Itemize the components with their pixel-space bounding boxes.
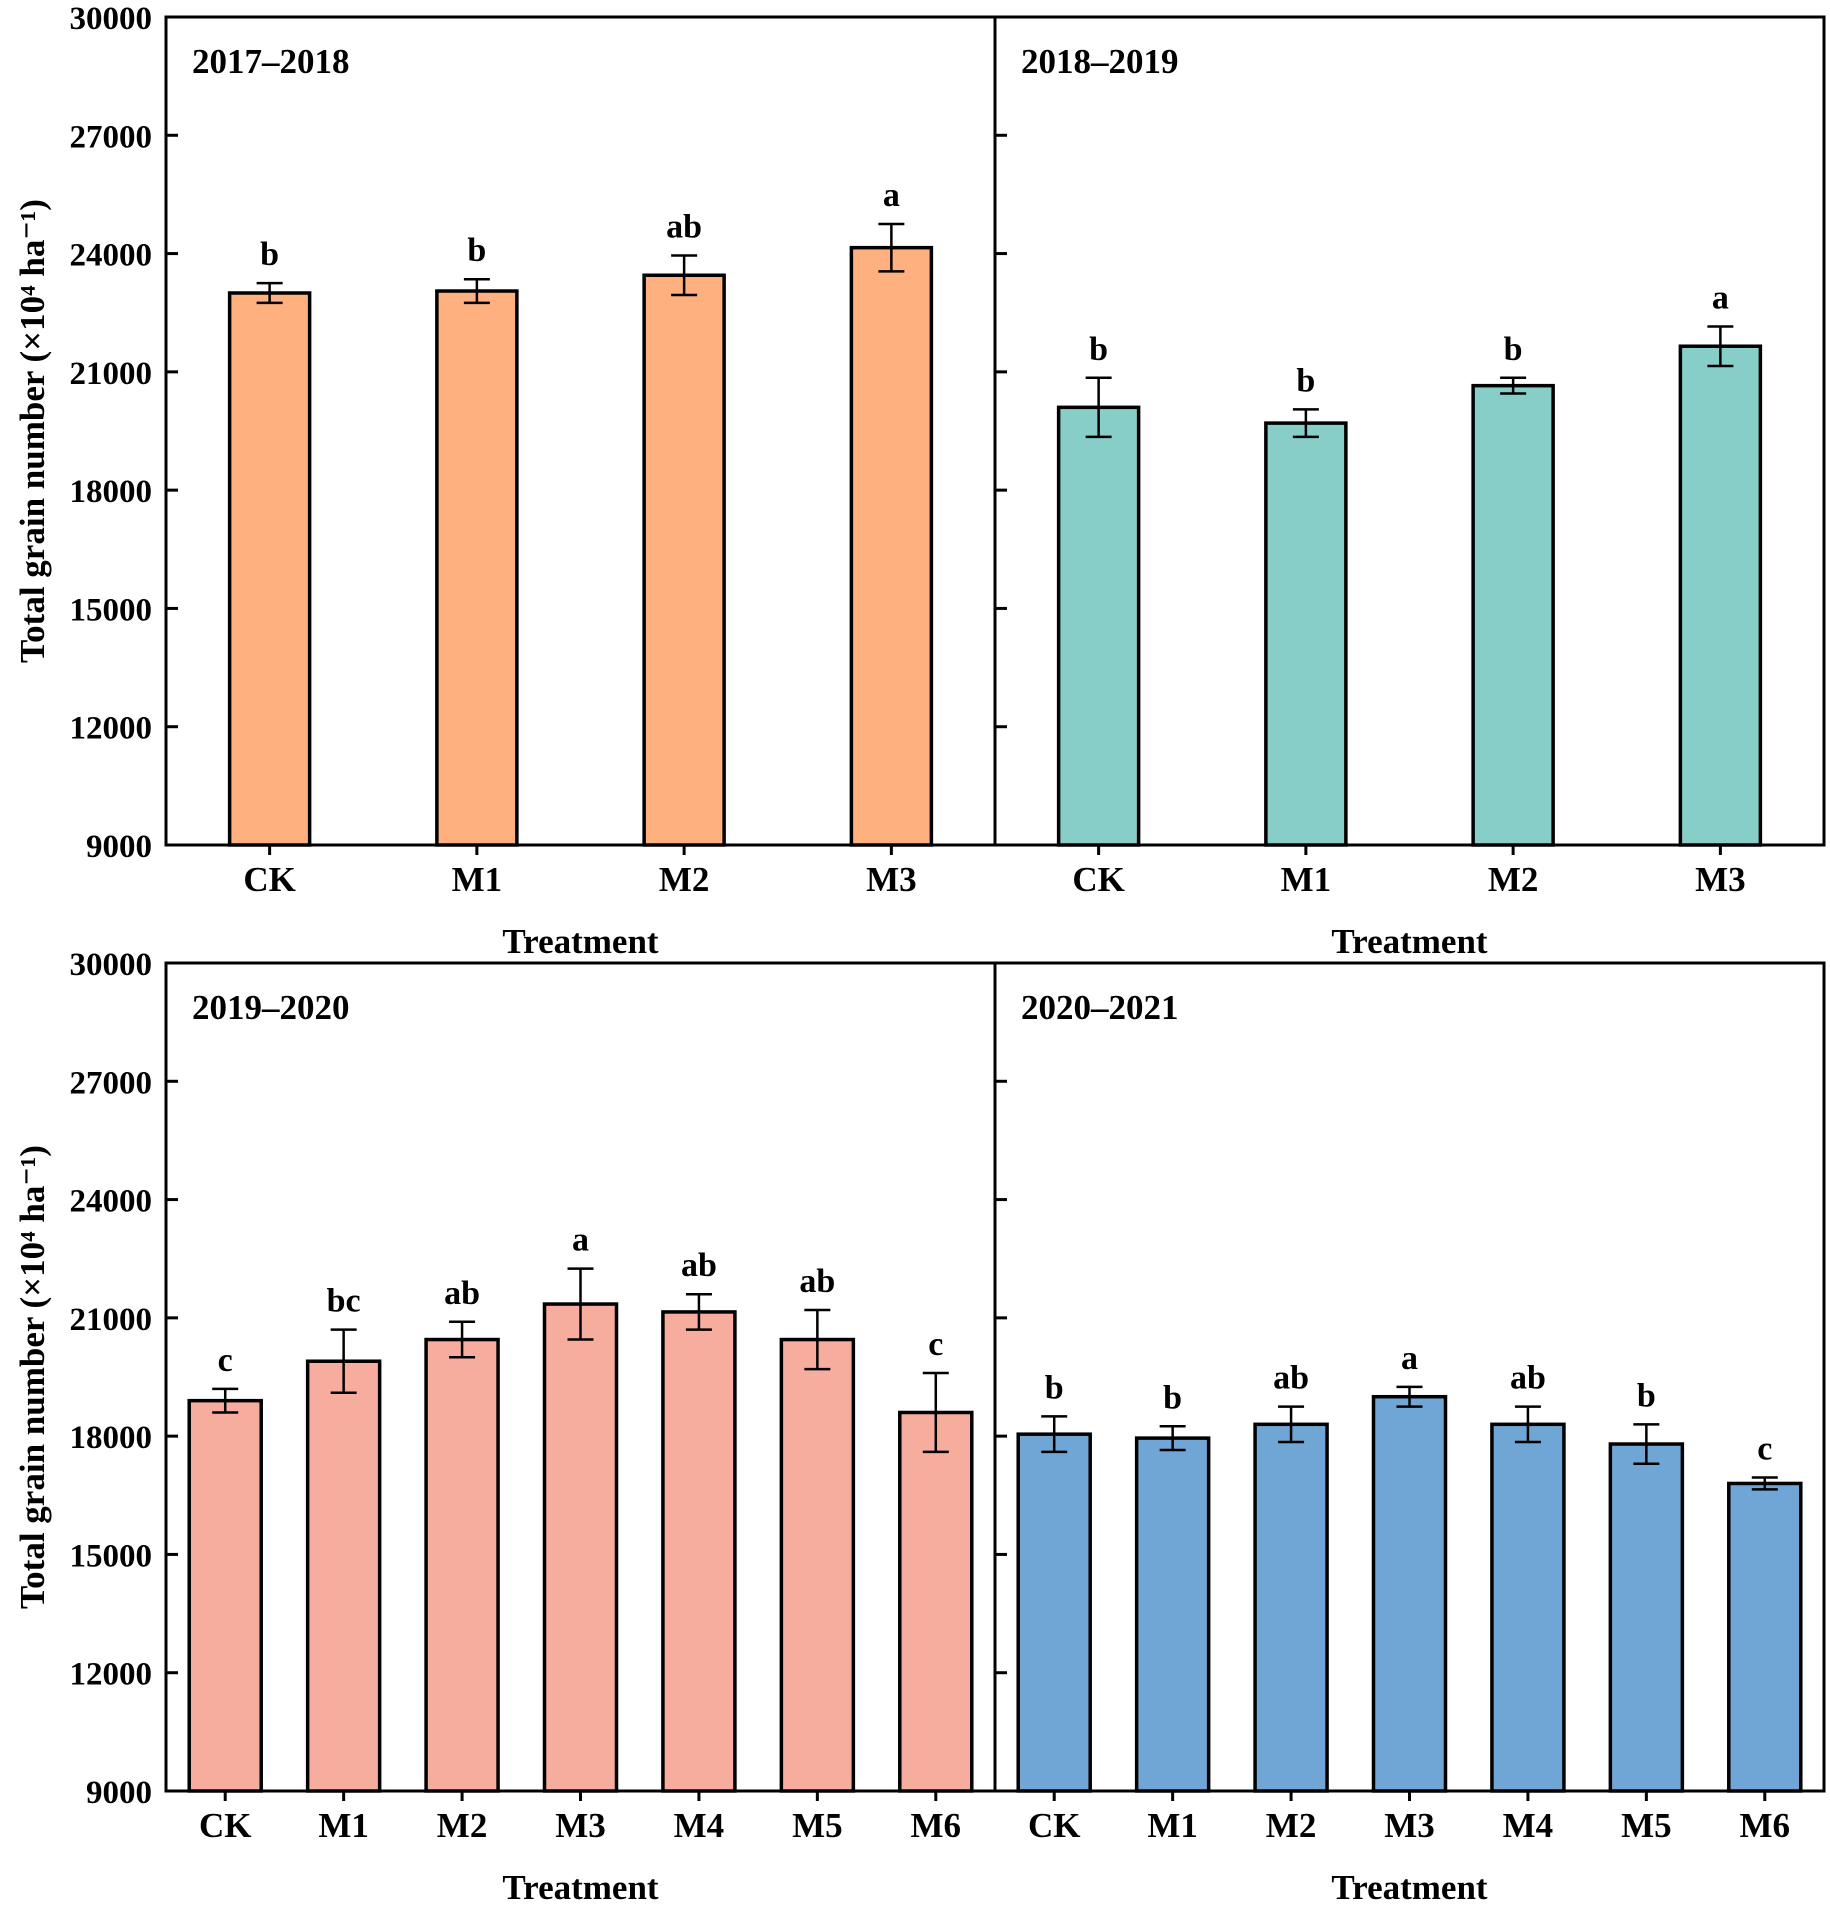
panel-2017–2018: 30000 27000 24000 21000 18000 15000 12000 9000 T… — [13, 1, 997, 961]
plot-frame — [993, 15, 1826, 847]
significance-letter-M2: ab — [444, 1275, 480, 1312]
x-tick-label-M2: M2 — [437, 1806, 488, 1845]
x-tick-label-M4: M4 — [1503, 1806, 1554, 1845]
x-tick-label-M3: M3 — [555, 1806, 606, 1845]
x-tick-label-M3: M3 — [866, 860, 917, 899]
bar-M5 — [779, 1337, 856, 1793]
y-axis-title: Total grain number (×10⁴ ha⁻¹) — [13, 1145, 52, 1609]
bar-M3 — [849, 245, 934, 847]
y-tick-label: 24000 — [70, 238, 153, 274]
significance-letter-M4: ab — [1510, 1360, 1546, 1397]
significance-letter-M3: a — [1401, 1340, 1418, 1377]
x-tick-label-M3: M3 — [1695, 860, 1746, 899]
x-tick-label-CK: CK — [1072, 860, 1125, 899]
y-tick-label: 30000 — [70, 1, 153, 37]
y-tick-label: 12000 — [70, 1657, 153, 1693]
bar-M6 — [1727, 1481, 1803, 1793]
significance-letter-CK: b — [1045, 1369, 1064, 1406]
y-tick-label: 18000 — [70, 1420, 153, 1456]
x-tick-label-CK: CK — [243, 860, 296, 899]
bar-M1 — [1264, 421, 1348, 847]
significance-letter-M3: a — [572, 1222, 589, 1259]
y-tick-label: 12000 — [70, 711, 153, 747]
y-tick-label: 21000 — [70, 1302, 153, 1338]
y-tick-label: 15000 — [70, 592, 153, 628]
x-axis-title: Treatment — [1331, 922, 1487, 961]
significance-letter-M3: a — [1712, 280, 1729, 317]
bar-CK — [1056, 405, 1141, 847]
significance-letter-M1: b — [1163, 1379, 1182, 1416]
y-axis-title: Total grain number (×10⁴ ha⁻¹) — [13, 199, 52, 663]
bar-CK — [227, 291, 312, 847]
x-axis-title: Treatment — [502, 1868, 658, 1902]
y-tick-label: 18000 — [70, 474, 153, 510]
y-tick-label: 21000 — [70, 356, 153, 392]
significance-letter-M2: ab — [666, 209, 702, 246]
x-tick-label-M5: M5 — [1621, 1806, 1672, 1845]
panel-title: 2018–2019 — [1021, 42, 1179, 81]
significance-letter-M6: c — [1757, 1431, 1772, 1468]
bar-M2 — [1471, 383, 1555, 847]
x-axis-title: Treatment — [502, 922, 658, 961]
y-tick-label: 9000 — [86, 1775, 152, 1811]
bar-M1 — [305, 1359, 382, 1793]
x-tick-label-M4: M4 — [674, 1806, 725, 1845]
x-tick-label-M2: M2 — [659, 860, 710, 899]
x-tick-label-M6: M6 — [911, 1806, 962, 1845]
significance-letter-M2: b — [1504, 331, 1523, 368]
bar-M3 — [1678, 344, 1763, 847]
significance-letter-M1: b — [1296, 362, 1315, 399]
x-tick-label-M1: M1 — [452, 860, 503, 899]
bar-M4 — [661, 1310, 737, 1793]
y-tick-label: 15000 — [70, 1538, 153, 1574]
significance-letter-CK: b — [260, 236, 279, 273]
x-tick-label-CK: CK — [1028, 1806, 1081, 1845]
x-tick-label-M5: M5 — [792, 1806, 843, 1845]
x-tick-label-M1: M1 — [1281, 860, 1332, 899]
x-tick-label-M2: M2 — [1488, 860, 1539, 899]
bar-M3 — [1371, 1394, 1448, 1793]
bar-M1 — [1134, 1436, 1211, 1793]
panel-title: 2017–2018 — [192, 42, 350, 81]
bar-M5 — [1608, 1442, 1685, 1793]
significance-letter-CK: c — [218, 1342, 233, 1379]
bar-M4 — [1490, 1422, 1566, 1793]
bar-M3 — [542, 1302, 619, 1793]
panel-title: 2019–2020 — [192, 988, 350, 1027]
x-tick-label-CK: CK — [199, 1806, 252, 1845]
x-tick-label-M1: M1 — [1147, 1806, 1198, 1845]
significance-letter-M6: c — [928, 1326, 943, 1363]
y-tick-label: 27000 — [70, 119, 153, 155]
y-tick-label: 9000 — [86, 829, 152, 865]
panel-2019–2020: 30000 27000 24000 21000 18000 15000 12000 9000 T… — [13, 947, 997, 1907]
panel-2020–2021: 2020–2021 b CK b M1 ab M2 a M3 ab M4 b M5 c M6 Treatmen… — [993, 961, 1826, 1907]
bar-M2 — [424, 1337, 500, 1793]
x-tick-label-M6: M6 — [1740, 1806, 1791, 1845]
bar-M2 — [642, 273, 726, 847]
significance-letter-M5: ab — [799, 1263, 835, 1300]
x-tick-label-M2: M2 — [1266, 1806, 1317, 1845]
bar-M2 — [1253, 1422, 1329, 1793]
y-tick-label: 30000 — [70, 947, 153, 983]
y-tick-label: 24000 — [70, 1184, 153, 1220]
significance-letter-CK: b — [1089, 331, 1108, 368]
significance-letter-M5: b — [1637, 1377, 1656, 1414]
significance-letter-M3: a — [883, 177, 900, 214]
panel-title: 2020–2021 — [1021, 988, 1179, 1027]
significance-letter-M1: bc — [327, 1283, 361, 1320]
x-tick-label-M3: M3 — [1384, 1806, 1435, 1845]
panel-2018–2019: 2018–2019 b CK b M1 b M2 a M3 Treatment — [993, 15, 1826, 961]
x-tick-label-M1: M1 — [318, 1806, 369, 1845]
significance-letter-M1: b — [467, 232, 486, 269]
bar-CK — [187, 1398, 263, 1793]
bar-M6 — [898, 1410, 974, 1793]
y-tick-label: 27000 — [70, 1065, 153, 1101]
x-axis-title: Treatment — [1331, 1868, 1487, 1902]
significance-letter-M2: ab — [1273, 1360, 1309, 1397]
significance-letter-M4: ab — [681, 1247, 717, 1284]
bar-M1 — [435, 289, 519, 847]
bar-CK — [1016, 1432, 1092, 1793]
